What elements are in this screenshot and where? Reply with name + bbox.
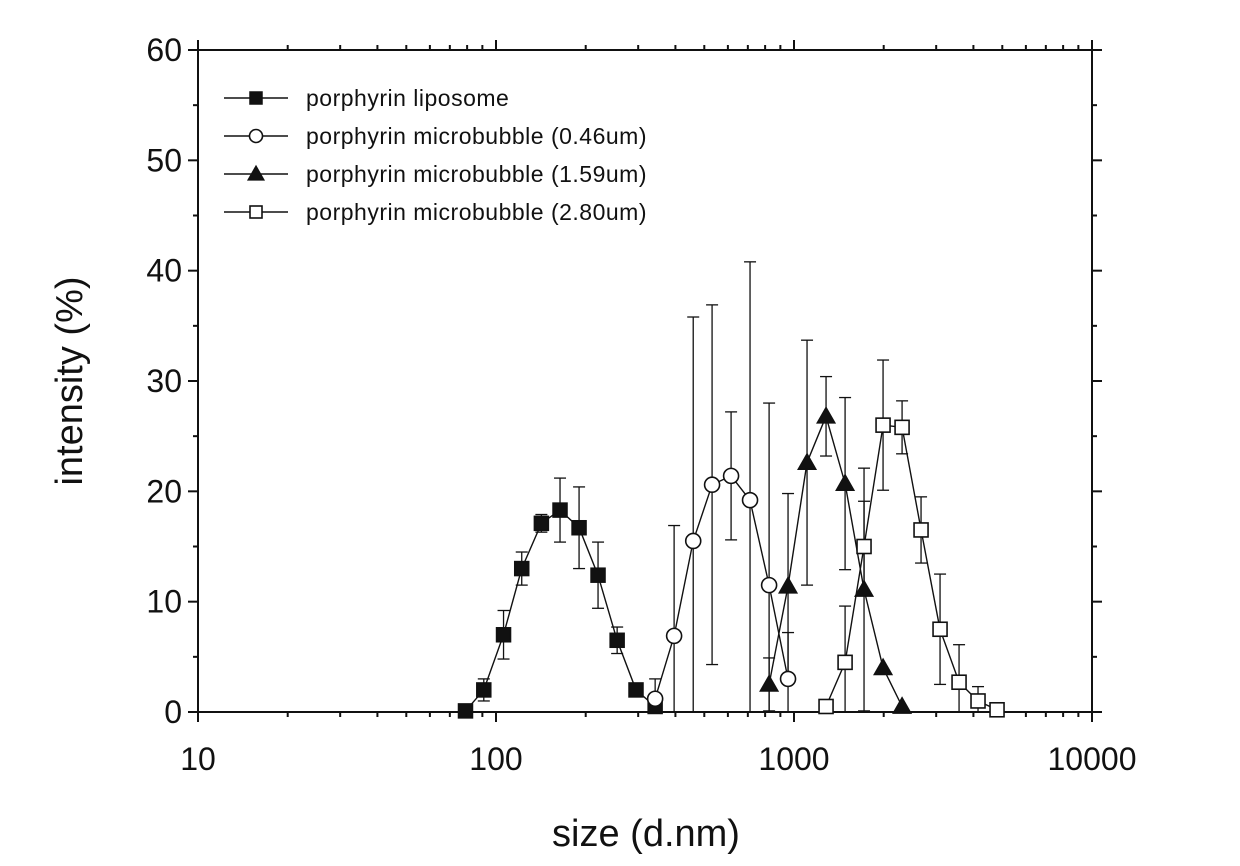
x-tick-label: 100 — [469, 741, 522, 777]
data-point — [743, 493, 758, 508]
data-point — [762, 578, 777, 593]
data-point — [857, 540, 871, 554]
y-axis-title: intensity (%) — [49, 276, 91, 485]
data-point — [836, 475, 854, 491]
data-point — [779, 577, 797, 593]
data-point — [553, 503, 567, 517]
data-point — [572, 521, 586, 535]
data-point — [895, 420, 909, 434]
data-point — [933, 622, 947, 636]
data-point — [724, 468, 739, 483]
x-tick-label: 10000 — [1048, 741, 1137, 777]
legend-marker — [248, 166, 264, 180]
data-point — [838, 655, 852, 669]
data-point — [952, 675, 966, 689]
data-point — [971, 694, 985, 708]
data-point — [798, 454, 816, 470]
y-tick-label: 20 — [146, 473, 182, 509]
data-point — [876, 418, 890, 432]
error-bars — [478, 262, 984, 712]
data-point — [686, 533, 701, 548]
y-tick-label: 30 — [146, 363, 182, 399]
legend-label: porphyrin liposome — [306, 85, 509, 111]
legend: porphyrin liposome porphyrin microbubble … — [224, 85, 647, 225]
plot-frame — [198, 50, 1092, 712]
data-point — [458, 704, 472, 718]
data-point — [874, 659, 892, 675]
data-point — [914, 523, 928, 537]
data-point — [819, 699, 833, 713]
data-point — [534, 516, 548, 530]
legend-marker — [250, 130, 263, 143]
data-point — [760, 675, 778, 691]
data-point — [648, 691, 663, 706]
legend-marker — [250, 92, 262, 104]
y-tick-label: 50 — [146, 142, 182, 178]
y-tick-label: 10 — [146, 584, 182, 620]
data-point — [667, 628, 682, 643]
legend-label: porphyrin microbubble (1.59um) — [306, 161, 647, 187]
data-point — [515, 562, 529, 576]
data-point — [629, 683, 643, 697]
data-point — [477, 683, 491, 697]
legend-label: porphyrin microbubble (0.46um) — [306, 123, 647, 149]
legend-label: porphyrin microbubble (2.80um) — [306, 199, 647, 225]
y-tick-label: 60 — [146, 32, 182, 68]
y-tick-label: 40 — [146, 253, 182, 289]
data-point — [591, 568, 605, 582]
data-point — [893, 697, 911, 713]
data-point — [817, 407, 835, 423]
x-tick-label: 1000 — [758, 741, 829, 777]
data-point — [610, 633, 624, 647]
legend-marker — [250, 206, 262, 218]
x-axis-title: size (d.nm) — [552, 813, 740, 855]
data-point — [781, 671, 796, 686]
x-tick-label: 10 — [180, 741, 216, 777]
y-tick-label: 0 — [164, 694, 182, 730]
data-point — [497, 628, 511, 642]
data-point — [705, 477, 720, 492]
data-point — [990, 703, 1004, 717]
